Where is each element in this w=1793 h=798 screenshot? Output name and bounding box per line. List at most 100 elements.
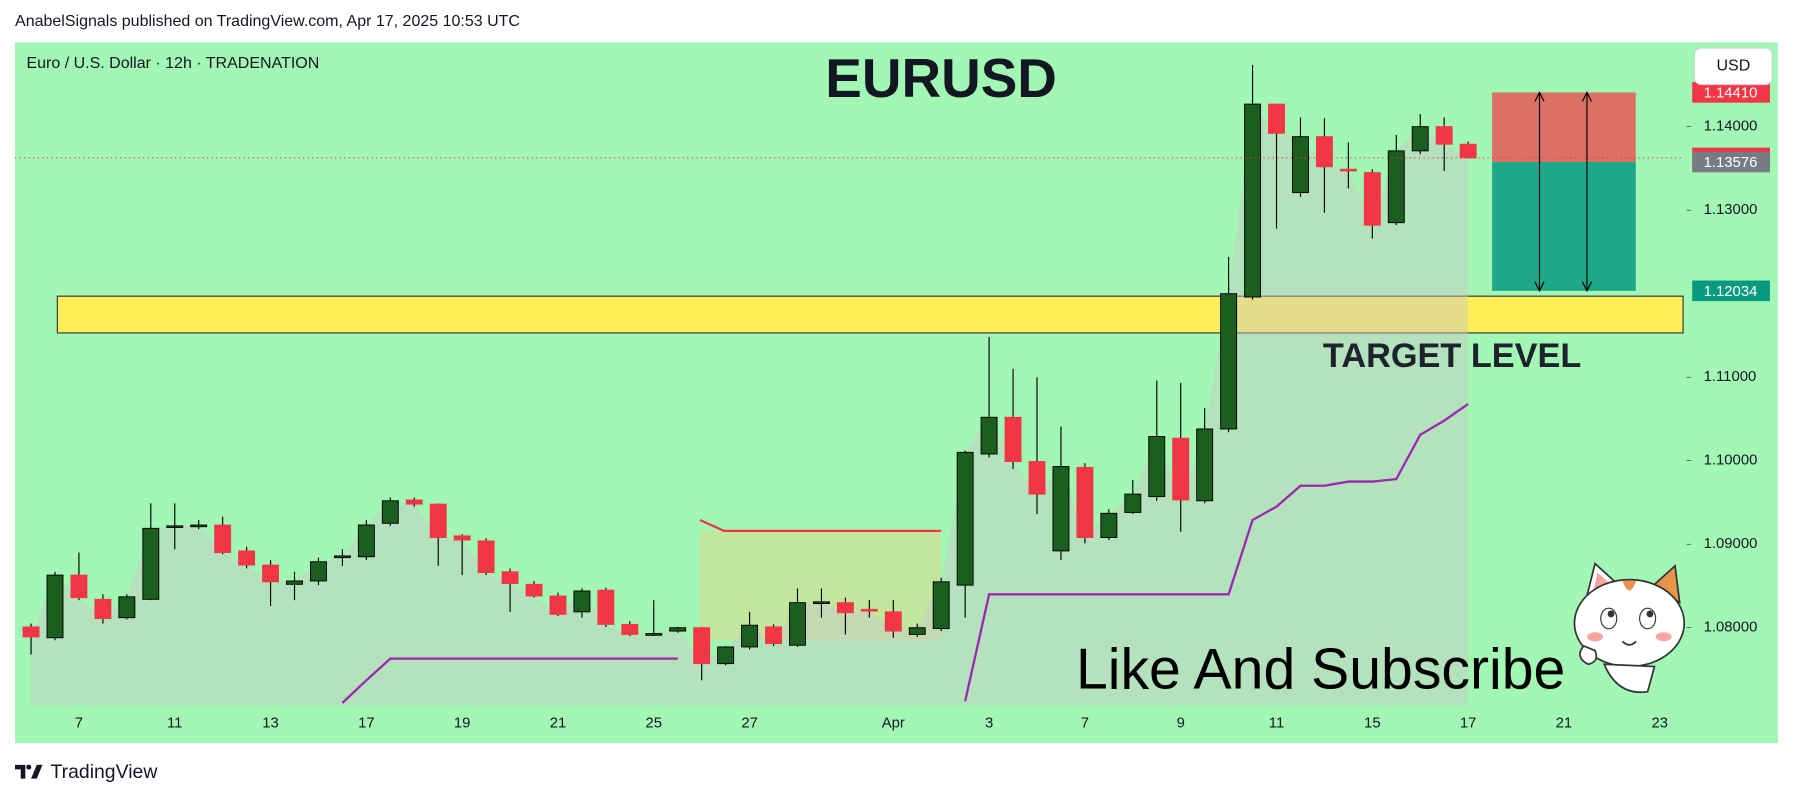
price-label-box <box>1692 82 1770 103</box>
candle-body <box>262 564 280 583</box>
x-tick-label: 15 <box>1364 716 1381 732</box>
candle-body <box>812 601 830 605</box>
candle-body <box>214 524 232 554</box>
y-tick-label: 1.11000 <box>1704 369 1757 385</box>
candle-body <box>501 571 519 584</box>
candle-body <box>357 524 375 558</box>
currency-button[interactable] <box>1693 47 1773 86</box>
candle-body <box>693 627 711 665</box>
price-label: 1.12034 <box>1704 284 1758 300</box>
candle-body <box>1220 293 1238 430</box>
candle-body <box>980 416 998 455</box>
x-tick-label: 7 <box>1081 716 1089 732</box>
candle-body <box>1315 136 1333 168</box>
price-area <box>31 104 1469 706</box>
x-tick-label: 13 <box>262 716 279 732</box>
x-tick-label: 27 <box>741 716 758 732</box>
candle-body <box>765 626 783 645</box>
candle-body <box>884 611 902 632</box>
candle-body <box>573 590 591 613</box>
candle-body <box>1124 493 1142 513</box>
y-tick-label: 1.08000 <box>1704 620 1758 636</box>
candle-body <box>597 589 615 625</box>
candle-body <box>1028 461 1046 495</box>
x-tick-label: 3 <box>985 716 993 732</box>
candle-body <box>1244 103 1262 298</box>
candle-body <box>525 583 543 597</box>
zone-line <box>699 518 942 532</box>
candle-body <box>1100 512 1118 538</box>
candle-body <box>908 627 926 635</box>
x-tick-label: 11 <box>1269 716 1284 732</box>
y-tick-label: 1.10000 <box>1704 453 1758 469</box>
candle-body <box>549 595 567 615</box>
candle-body <box>1172 437 1190 501</box>
x-tick-label: 9 <box>1177 716 1185 732</box>
candle-body <box>429 503 447 538</box>
x-tick-label: 21 <box>550 716 567 732</box>
candle-body <box>286 580 303 585</box>
candle-body <box>621 623 639 635</box>
tradingview-logo <box>15 764 43 779</box>
candle-body <box>932 581 950 630</box>
candle-body <box>669 627 687 632</box>
candle-body <box>381 500 399 524</box>
range-arrow <box>1534 91 1545 293</box>
range-arrow <box>1581 91 1593 293</box>
y-tick-label: 1.14000 <box>1704 119 1758 135</box>
candle-body <box>310 561 327 582</box>
y-tick-label: 1.09000 <box>1704 536 1758 552</box>
candle-body <box>717 646 735 665</box>
x-tick-label: 7 <box>75 716 83 732</box>
price-label: 1.13576 <box>1704 155 1758 171</box>
candle-body <box>1196 428 1214 502</box>
target-level-text: TARGET LEVEL <box>1323 337 1581 375</box>
candle-body <box>645 633 663 636</box>
y-tick-label: 1.13000 <box>1704 202 1758 218</box>
candle-body <box>836 602 854 614</box>
candle-body <box>1435 126 1453 145</box>
brand-name: TradingView <box>50 761 158 783</box>
currency-label: USD <box>1716 58 1750 75</box>
x-tick-label: 17 <box>358 716 375 732</box>
price-label-box <box>1692 280 1770 302</box>
candle-body <box>190 524 208 528</box>
like-subscribe-text: Like And Subscribe <box>1076 637 1565 701</box>
candle-body <box>142 527 160 600</box>
candle-body <box>1268 103 1285 134</box>
target-zone <box>1492 162 1636 291</box>
cat-sticker <box>1573 562 1686 694</box>
candle-body <box>1339 168 1357 172</box>
candle-body <box>789 602 806 646</box>
price-label-box <box>1692 151 1770 173</box>
candle-body <box>1148 436 1166 498</box>
candle-body <box>405 499 423 505</box>
candle-body <box>1459 143 1477 159</box>
candle-body <box>166 525 184 529</box>
price-label: 1.14410 <box>1704 85 1758 101</box>
candle-body <box>956 451 974 586</box>
candle-body <box>741 624 759 648</box>
candle-body <box>1411 126 1429 152</box>
price-axis: 7 11 13 17 19 21 25 27 Apr 3 7 9 11 15 17 21 23 1.08000 1.… <box>75 82 1770 732</box>
candle-body <box>46 574 64 639</box>
zone <box>56 295 1684 334</box>
chart-title: EURUSD <box>825 47 1057 109</box>
candle-body <box>1363 172 1381 226</box>
x-tick-label: 25 <box>646 716 663 732</box>
candle-body <box>238 550 256 566</box>
publish-header: AnabelSignals published on TradingView.c… <box>15 13 520 30</box>
stop-zone <box>1492 92 1636 163</box>
candle-body <box>453 535 471 541</box>
indicator-line <box>341 402 1469 704</box>
x-tick-label: 17 <box>1460 716 1477 732</box>
symbol-info: Euro / U.S. Dollar · 12h · TRADENATION <box>26 55 319 72</box>
candle-body <box>1076 466 1094 538</box>
x-tick-label: 19 <box>454 716 471 732</box>
x-tick-label: 11 <box>167 716 182 732</box>
x-tick-label: 21 <box>1556 716 1573 732</box>
candle-body <box>477 540 495 574</box>
x-tick-label: Apr <box>882 716 905 732</box>
candle-body <box>94 598 112 619</box>
